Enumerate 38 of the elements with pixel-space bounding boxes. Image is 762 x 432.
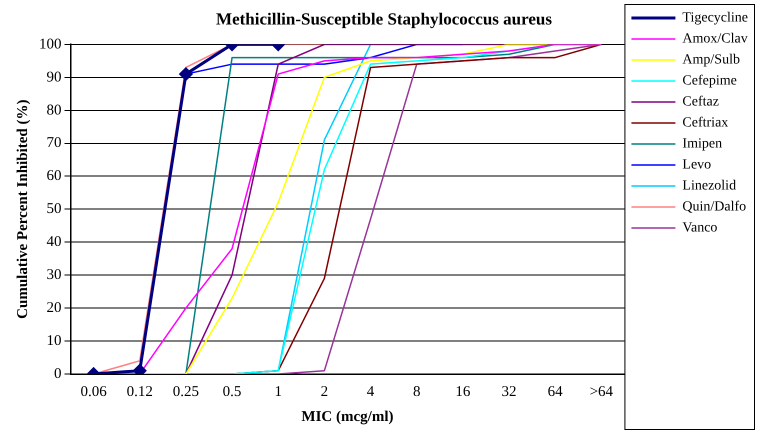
legend-label: Vanco bbox=[682, 220, 718, 236]
legend-label: Ceftaz bbox=[682, 94, 719, 110]
y-tick-label: 90 bbox=[46, 69, 62, 86]
legend-label: Levo bbox=[682, 158, 712, 173]
y-tick-label: 30 bbox=[46, 267, 62, 284]
y-tick-label: 80 bbox=[46, 102, 62, 118]
x-tick-label: 16 bbox=[455, 384, 471, 400]
x-tick-label: 4 bbox=[366, 384, 375, 400]
y-tick-label: 100 bbox=[39, 36, 62, 52]
y-tick-label: 70 bbox=[46, 135, 62, 152]
x-tick-label: 0.25 bbox=[172, 384, 200, 400]
legend-label: Amp/Sulb bbox=[682, 52, 740, 68]
y-tick-label: 60 bbox=[46, 168, 62, 184]
x-tick-label: 8 bbox=[412, 384, 420, 400]
x-tick-label: 2 bbox=[320, 384, 328, 400]
legend-label: Ceftriax bbox=[682, 116, 728, 131]
y-axis-title: Cumulative Percent Inhibited (%) bbox=[14, 100, 31, 319]
x-tick-label: 32 bbox=[502, 384, 517, 400]
y-tick-label: 40 bbox=[46, 234, 62, 250]
x-tick-label: 0.12 bbox=[126, 384, 153, 400]
x-axis-title: MIC (mcg/ml) bbox=[301, 408, 394, 425]
legend-label: Tigecycline bbox=[682, 10, 748, 26]
x-tick-label: 0.5 bbox=[222, 384, 242, 400]
legend-label: Amox/Clav bbox=[682, 32, 748, 47]
x-tick-label: 1 bbox=[274, 384, 282, 400]
y-tick-label: 10 bbox=[46, 332, 62, 349]
legend-label: Cefepime bbox=[682, 74, 737, 89]
x-tick-label: 64 bbox=[548, 384, 564, 400]
point bbox=[133, 364, 146, 374]
x-tick-label: 0.06 bbox=[80, 384, 108, 400]
legend-label: Quin/Dalfo bbox=[682, 200, 746, 215]
legend-label: Linezolid bbox=[682, 178, 736, 194]
chart-title: Methicillin-Susceptible Staphylococcus aureus bbox=[216, 10, 552, 29]
x-tick-label: >64 bbox=[590, 384, 614, 400]
y-tick-label: 0 bbox=[54, 366, 62, 382]
y-tick-label: 50 bbox=[46, 201, 62, 218]
legend-label: Imipen bbox=[682, 136, 722, 152]
y-tick-label: 20 bbox=[46, 300, 62, 316]
